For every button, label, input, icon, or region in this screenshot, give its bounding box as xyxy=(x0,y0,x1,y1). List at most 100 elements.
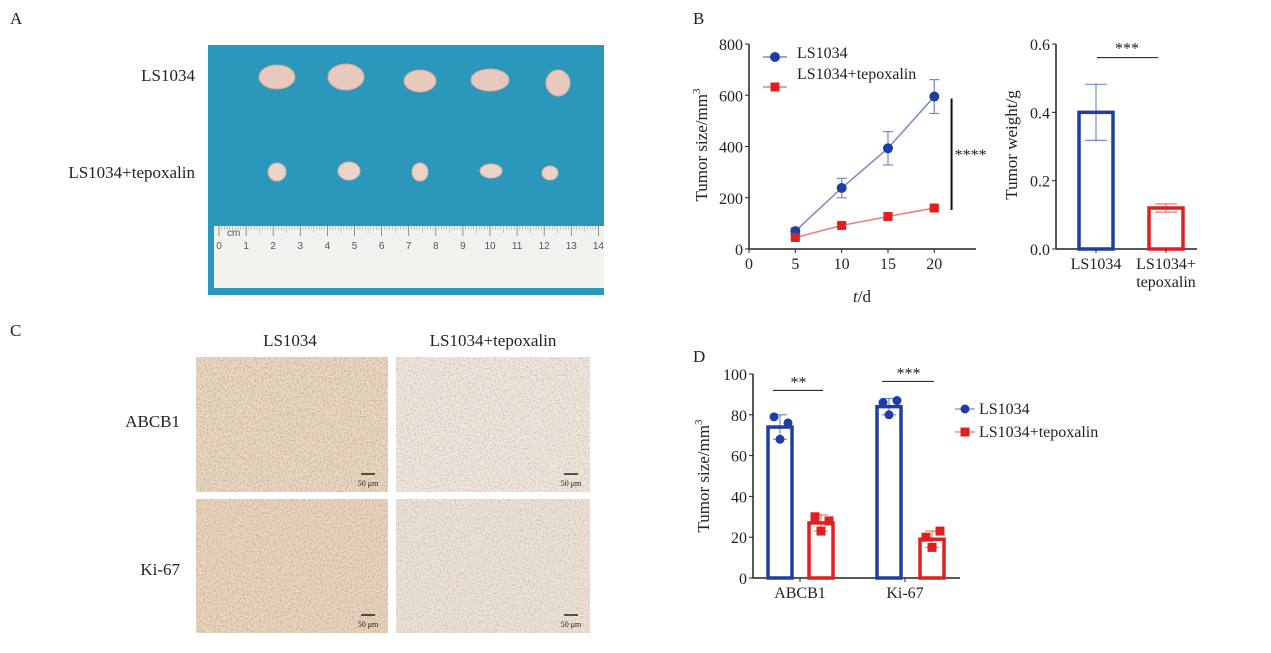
y-axis-label: Tumor size/mm3 xyxy=(693,419,713,533)
ruler-number: 12 xyxy=(539,241,551,252)
x-tick-label: ABCB1 xyxy=(774,585,826,602)
data-point xyxy=(927,542,937,552)
y-tick-label: 0 xyxy=(739,571,747,588)
ruler-number: 3 xyxy=(298,241,304,252)
y-tick-label: 0.2 xyxy=(1030,174,1050,191)
y-tick-label: 20 xyxy=(731,530,747,547)
panel-label-d: D xyxy=(693,347,705,366)
y-tick-label: 0 xyxy=(735,242,743,259)
ihc-image-abcb1-ls1034: 50 μm xyxy=(196,357,388,492)
legend-label: LS1034+tepoxalin xyxy=(979,424,1098,441)
large-tumor xyxy=(403,69,437,93)
ruler-number: 4 xyxy=(325,241,331,252)
legend-label: LS1034 xyxy=(797,45,848,62)
data-point xyxy=(935,526,945,536)
y-tick-label: 40 xyxy=(731,489,747,506)
significance-label: ** xyxy=(791,374,807,391)
data-point xyxy=(921,532,931,542)
series-line-1 xyxy=(795,207,935,239)
x-tick-label: LS1034 xyxy=(1071,256,1122,273)
y-tick-label: 400 xyxy=(719,140,743,157)
panel-c: LS1034 LS1034+tepoxalin ABCB1 Ki-67 50 μ… xyxy=(125,331,590,633)
series-line-0 xyxy=(794,96,935,232)
scale-bar-label: 50 μm xyxy=(358,479,379,488)
ruler-number: 13 xyxy=(566,241,578,252)
x-tick-label: 20 xyxy=(926,256,942,273)
ihc-image-ki67-ls1034: 50 μm xyxy=(196,499,388,633)
data-point xyxy=(882,143,893,154)
column-header-ls1034: LS1034 xyxy=(263,331,317,350)
ruler-number: 14 xyxy=(593,241,605,252)
column-header-tepoxalin: LS1034+tepoxalin xyxy=(430,331,557,350)
panel-label-b: B xyxy=(693,9,704,28)
significance-label: *** xyxy=(1115,41,1139,58)
row-label-abcb1: ABCB1 xyxy=(125,412,180,431)
scale-bar-label: 50 μm xyxy=(358,620,379,629)
tumor-specimens xyxy=(258,63,571,182)
tumor-weight-chart: 0.0 0.2 0.4 0.6 Tumor weight/g LS1034 LS1034+t… xyxy=(1002,37,1197,291)
data-point xyxy=(810,512,820,522)
row-label-ki67: Ki-67 xyxy=(140,560,180,579)
significance-label: *** xyxy=(897,365,921,382)
legend-label: LS1034+tepoxalin xyxy=(797,66,916,83)
small-tumor xyxy=(479,163,503,179)
legend-marker xyxy=(770,52,780,62)
x-tick-label: tepoxalin xyxy=(1136,274,1196,291)
small-tumor xyxy=(541,165,559,181)
data-point xyxy=(790,232,800,242)
y-axis-label-sup: 3 xyxy=(691,88,703,94)
y-axis-label-text: Tumor size/mm xyxy=(694,425,713,533)
small-tumor xyxy=(337,161,361,181)
y-tick-label: 0.6 xyxy=(1030,37,1050,54)
ruler-number: 11 xyxy=(512,241,523,252)
data-point xyxy=(878,398,888,408)
scale-bar-label: 50 μm xyxy=(561,620,582,629)
ruler-unit: cm xyxy=(227,228,240,239)
legend-marker xyxy=(960,427,970,437)
data-point xyxy=(929,91,940,102)
ruler-number: 2 xyxy=(270,241,276,252)
large-tumor xyxy=(327,63,365,91)
small-tumor xyxy=(267,162,287,182)
x-axis-label: t/d xyxy=(853,287,871,306)
x-tick-label: 0 xyxy=(745,256,753,273)
x-tick-label: Ki-67 xyxy=(886,585,923,602)
row-label-ls1034: LS1034 xyxy=(141,66,195,85)
ihc-quantification-chart: 0 20 40 60 80 100 Tumor size/mm3 ABCB1 ** Ki-67 **… xyxy=(693,365,1098,602)
large-tumor xyxy=(258,64,296,90)
ruler-number: 1 xyxy=(243,241,249,252)
bar xyxy=(766,425,794,580)
data-point xyxy=(929,203,939,213)
x-tick-label: LS1034+ xyxy=(1136,256,1196,273)
ruler-number: 8 xyxy=(433,241,439,252)
small-tumor xyxy=(411,162,429,182)
scale-bar-label: 50 μm xyxy=(561,479,582,488)
ruler-number: 9 xyxy=(460,241,466,252)
ruler-number: 7 xyxy=(406,241,412,252)
ruler-number: 0 xyxy=(216,241,222,252)
ruler-number: 10 xyxy=(484,241,496,252)
panel-a: LS1034 LS1034+tepoxalin 0 1 2 3 4 5 6 7 8 9 10 11 12… xyxy=(68,45,604,295)
y-axis-label: Tumor weight/g xyxy=(1002,90,1021,200)
data-point xyxy=(775,434,785,444)
data-point xyxy=(892,396,902,406)
x-tick-label: 15 xyxy=(880,256,896,273)
ihc-image-ki67-tepoxalin: 50 μm xyxy=(396,499,590,633)
ruler-ticks: 0 1 2 3 4 5 6 7 8 9 10 11 12 13 14 xyxy=(216,226,604,252)
y-tick-label: 800 xyxy=(719,37,743,54)
y-tick-label: 0.0 xyxy=(1030,242,1050,259)
ruler-number: 6 xyxy=(379,241,385,252)
x-axis-label-var: t xyxy=(853,287,859,306)
data-point xyxy=(769,412,779,422)
legend-marker xyxy=(770,82,780,92)
significance-label: **** xyxy=(955,147,987,164)
y-tick-label: 100 xyxy=(723,367,747,384)
large-tumor xyxy=(545,69,571,97)
y-tick-label: 600 xyxy=(719,88,743,105)
y-axis-label: Tumor size/mm3 xyxy=(691,88,711,202)
ruler-number: 5 xyxy=(352,241,358,252)
y-tick-label: 0.4 xyxy=(1030,105,1050,122)
panel-label-a: A xyxy=(10,9,23,28)
